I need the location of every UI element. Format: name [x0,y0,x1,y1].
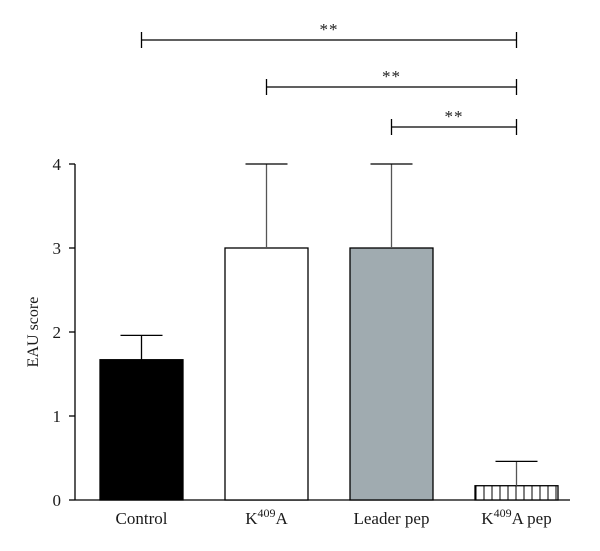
category-label-suffix: A pep [512,509,552,528]
category-labels: Control K409A Leader pep K409A pep [116,506,552,528]
y-tick-label: 0 [53,491,62,510]
significance-brackets: ** ** ** [140,20,518,135]
y-tick-label: 2 [53,323,62,342]
category-label: K409A pep [481,506,551,528]
significance-label: ** [382,67,401,86]
bar [349,247,434,501]
y-axis-title: EAU score [25,297,42,368]
category-label-superscript: 409 [258,506,276,520]
category-label-base: Leader pep [354,509,430,528]
category-label: Control [116,509,168,528]
y-tick-label: 3 [53,239,62,258]
bars [99,247,559,501]
category-label-superscript: 409 [494,506,512,520]
category-label-base: Control [116,509,168,528]
category-label-base: K [245,509,258,528]
category-label: Leader pep [354,509,430,528]
bar [474,485,559,501]
bar [99,359,184,501]
significance-label: ** [445,107,464,126]
significance-label: ** [320,20,339,39]
bar [224,247,309,501]
category-label-suffix: A [276,509,289,528]
category-label: K409A [245,506,288,528]
error-bars [120,163,538,486]
y-tick-label: 4 [53,155,62,174]
category-label-base: K [481,509,494,528]
y-tick-label: 1 [53,407,62,426]
